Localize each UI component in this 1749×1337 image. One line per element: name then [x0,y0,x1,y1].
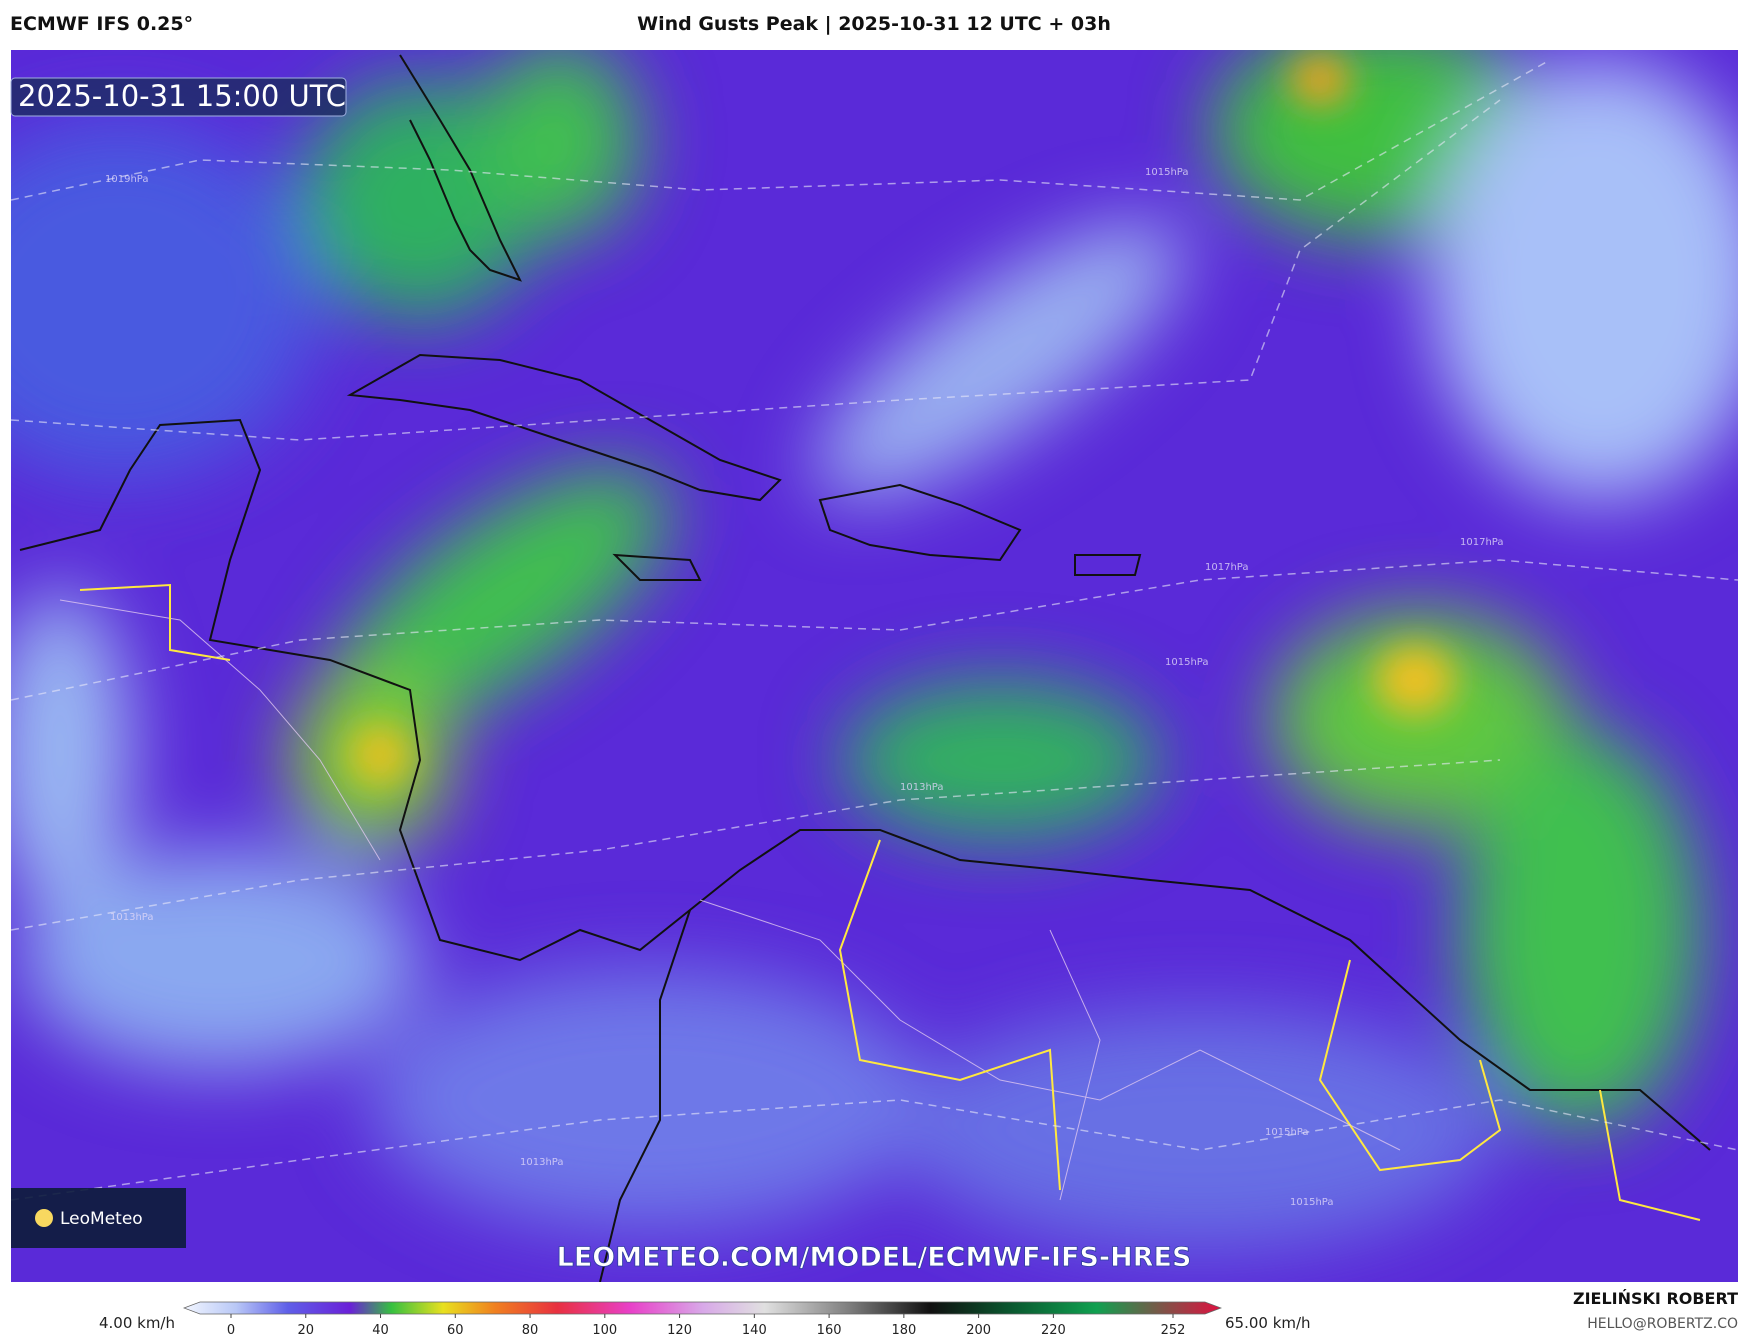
author: ZIELIŃSKI ROBERT [1573,1289,1738,1308]
colorbar-min-label: 4.00 km/h [99,1314,175,1332]
isobar-label: 1017hPa [1460,537,1504,548]
colorbar-tick-label: 80 [522,1323,539,1337]
email[interactable]: HELLO@ROBERTZ.CO [1587,1316,1738,1332]
isobar-label: 1015hPa [1265,1127,1309,1138]
colorbar-tick-label: 180 [891,1323,916,1337]
colorbar-tick-label: 20 [297,1323,314,1337]
model-label: ECMWF IFS 0.25° [10,13,193,35]
colorbar-tick-label: 160 [817,1323,842,1337]
colorbar-tick-label: 252 [1161,1323,1186,1337]
colorbar-tick-label: 200 [966,1323,991,1337]
colorbar-tick-label: 140 [742,1323,767,1337]
colorbar-max-label: 65.00 km/h [1225,1314,1311,1332]
map-title: Wind Gusts Peak | 2025-10-31 12 UTC + 03… [637,13,1111,35]
valid-time: 2025-10-31 15:00 UTC [18,79,346,113]
colorbar-tick-label: 0 [227,1323,235,1337]
isobar-label: 1015hPa [1165,657,1209,668]
coastlines [19,54,1711,1282]
colorbar-tick-label: 100 [592,1323,617,1337]
country-borders [79,583,1701,1221]
colorbar-tick-label: 220 [1041,1323,1066,1337]
logo-sun [35,1209,53,1227]
borders [59,599,1401,1201]
logo-text: LeoMeteo [60,1209,143,1229]
isobar-label: 1015hPa [1145,167,1189,178]
colorbar-tick-label: 60 [447,1323,464,1337]
source-url[interactable]: LEOMETEO.COM/MODEL/ECMWF-IFS-HRES [556,1242,1192,1274]
isobar-label: 1017hPa [1205,562,1249,573]
isobar-label: 1013hPa [900,782,944,793]
wind-field [11,50,1738,1282]
isobars [11,59,1738,1201]
isobar-label: 1015hPa [1290,1197,1334,1208]
isobar-label: 1013hPa [110,912,154,923]
colorbar [183,1301,1222,1315]
colorbar-tick-label: 120 [667,1323,692,1337]
isobar-label: 1019hPa [105,174,149,185]
isobar-label: 1013hPa [520,1157,564,1168]
colorbar-tick-label: 40 [372,1323,389,1337]
time-badge [10,77,347,117]
